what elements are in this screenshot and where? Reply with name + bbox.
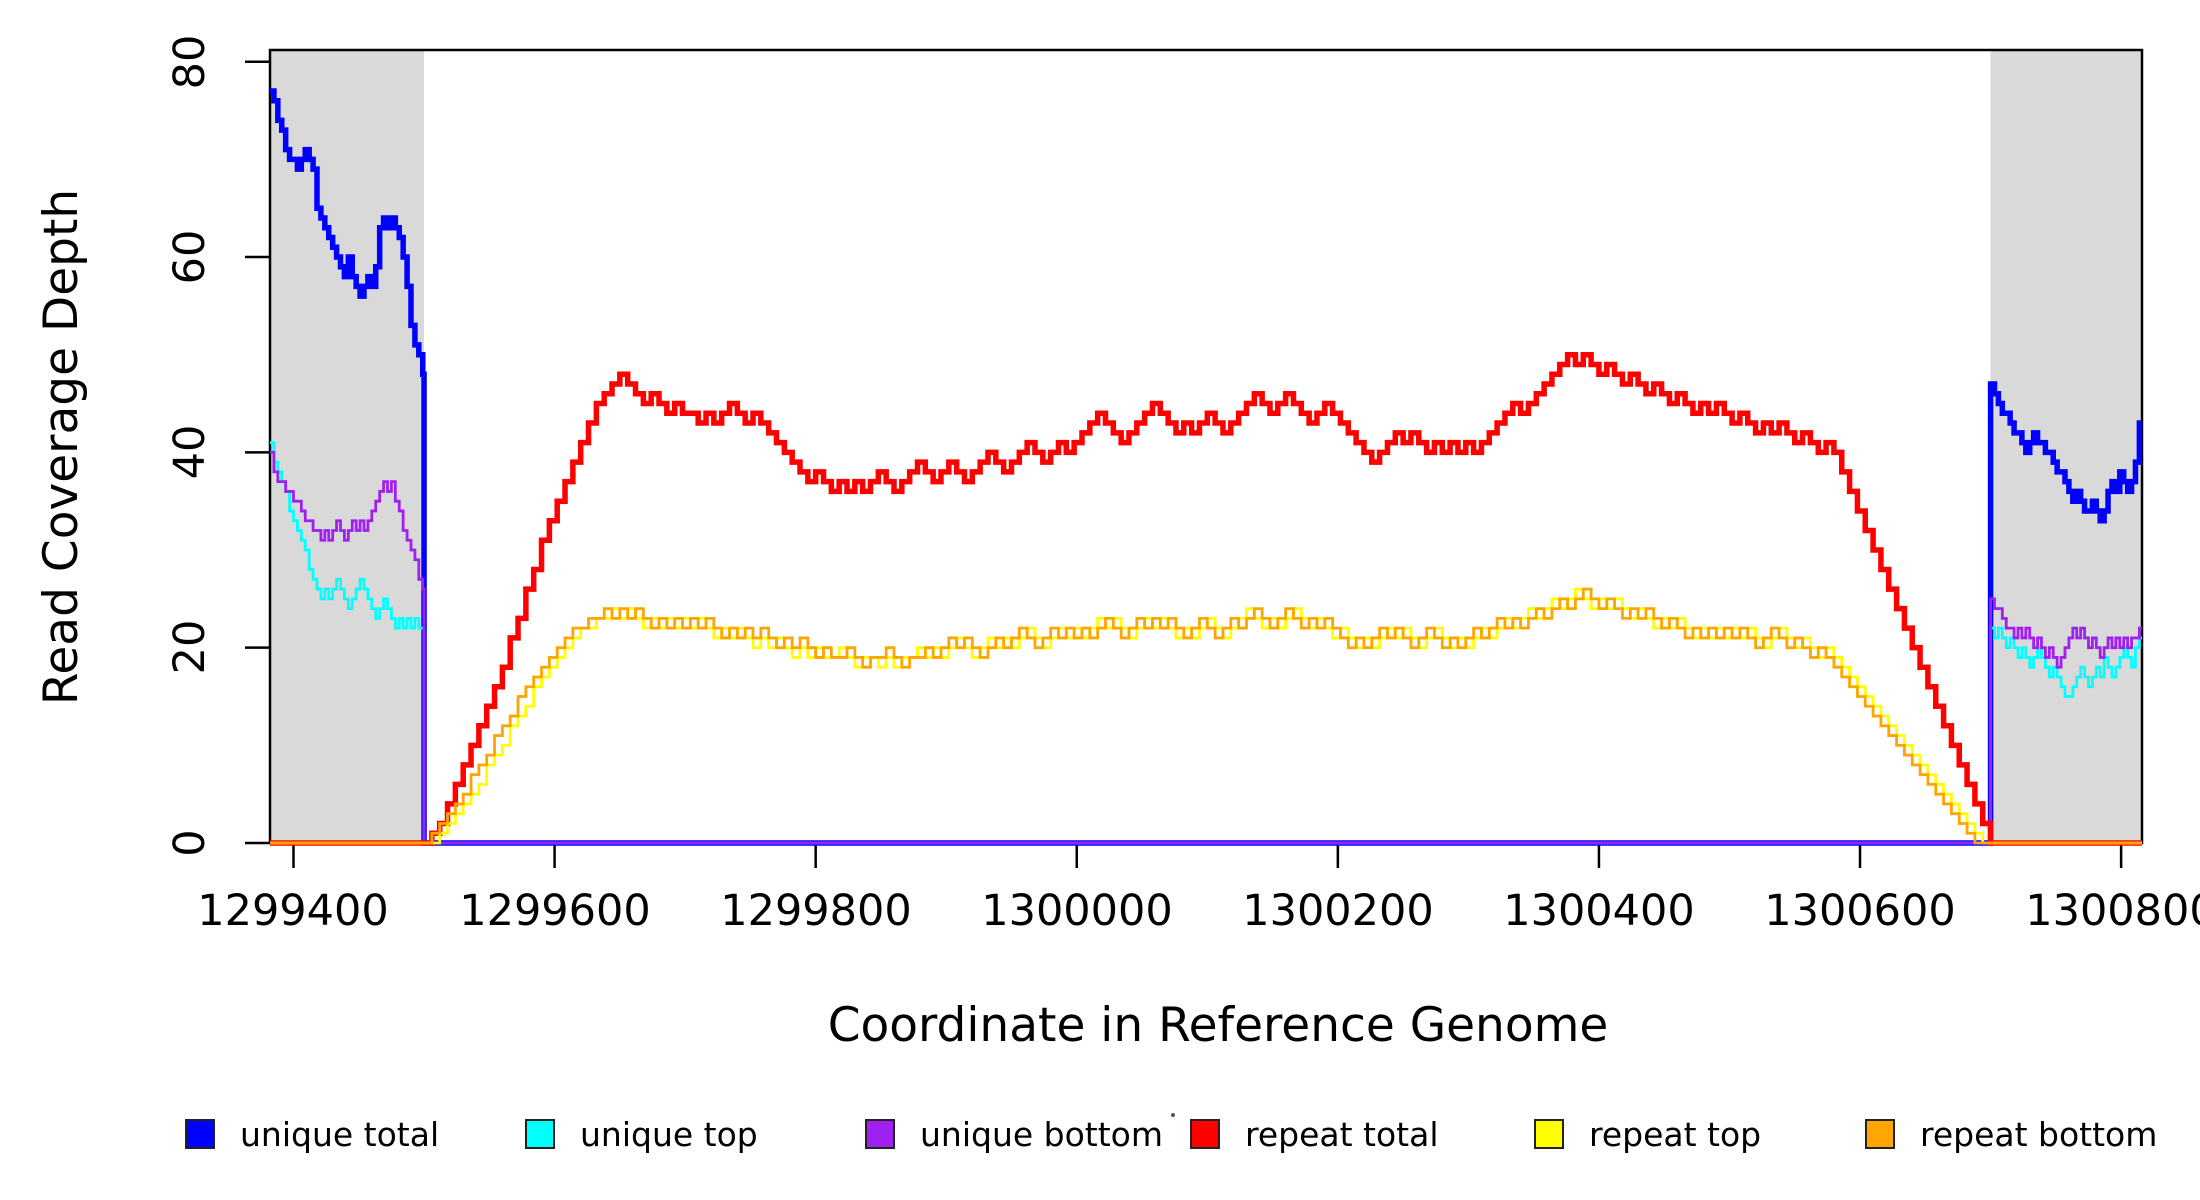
repeat-total-swatch-icon bbox=[1190, 1119, 1220, 1149]
repeat-bottom-swatch-icon bbox=[1865, 1119, 1895, 1149]
x-axis-title: Coordinate in Reference Genome bbox=[827, 998, 1609, 1053]
x-tick-label-1300800: 1300800 bbox=[2025, 886, 2200, 936]
unique-top-swatch-icon bbox=[525, 1119, 555, 1149]
y-tick-label-80: 80 bbox=[165, 34, 215, 90]
x-tick-label-1299600: 1299600 bbox=[459, 886, 651, 936]
x-tick-label-1299800: 1299800 bbox=[720, 886, 912, 936]
shaded-region-right-flank bbox=[1990, 50, 2142, 843]
legend-label: unique bottom bbox=[920, 1115, 1164, 1154]
stray-dot-artifact bbox=[1171, 1113, 1175, 1117]
x-tick-label-1300000: 1300000 bbox=[981, 886, 1173, 936]
repeat-top-swatch-icon bbox=[1534, 1119, 1564, 1149]
y-tick-label-0: 0 bbox=[165, 829, 215, 857]
series-line-unique-total bbox=[270, 88, 2143, 846]
legend-label: unique total bbox=[240, 1115, 440, 1154]
y-tick-label-20: 20 bbox=[165, 619, 215, 675]
legend-label: repeat bottom bbox=[1920, 1115, 2158, 1154]
series-line-repeat-total bbox=[270, 351, 2142, 846]
legend-label: repeat total bbox=[1245, 1115, 1439, 1154]
y-axis-title: Read Coverage Depth bbox=[34, 188, 89, 706]
y-tick-label-60: 60 bbox=[165, 229, 215, 285]
series-group bbox=[270, 88, 2143, 846]
series-line-unique-bottom bbox=[270, 450, 2142, 845]
legend-label: repeat top bbox=[1589, 1115, 1762, 1154]
series-line-unique-top bbox=[270, 441, 2142, 845]
plot-border bbox=[268, 48, 2144, 845]
x-tick-label-1300200: 1300200 bbox=[1242, 886, 1434, 936]
unique-bottom-swatch-icon bbox=[865, 1119, 895, 1149]
unique-total-swatch-icon bbox=[185, 1119, 215, 1149]
shaded-region-left-flank bbox=[270, 50, 425, 843]
series-line-repeat-bottom bbox=[270, 587, 2142, 845]
x-tick-label-1300400: 1300400 bbox=[1503, 886, 1695, 936]
x-tick-label-1299400: 1299400 bbox=[197, 886, 389, 936]
y-tick-label-40: 40 bbox=[165, 424, 215, 480]
legend-label: unique top bbox=[580, 1115, 758, 1154]
x-tick-label-1300600: 1300600 bbox=[1764, 886, 1956, 936]
